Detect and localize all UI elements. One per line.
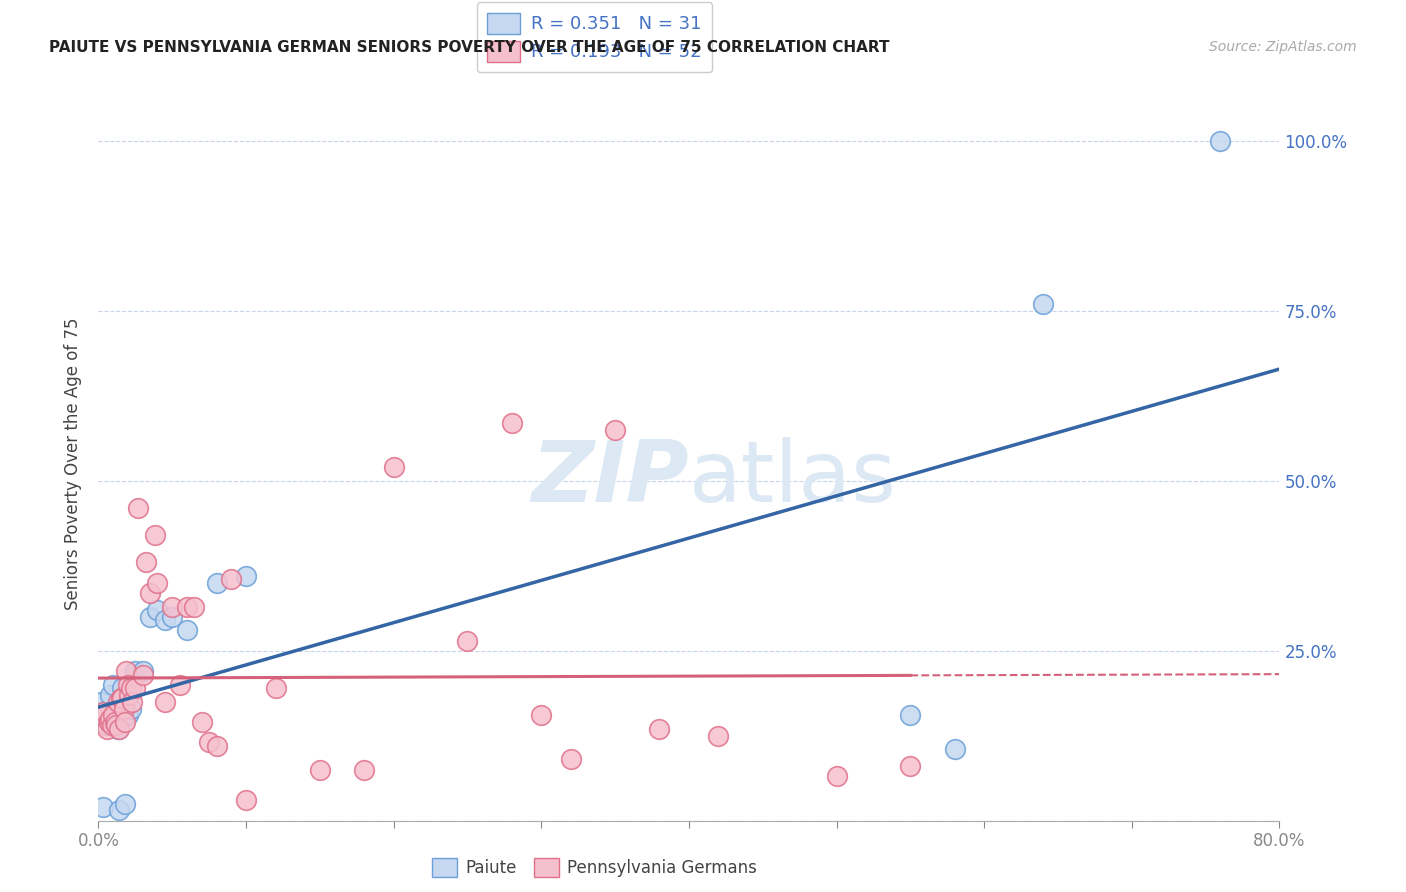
Point — [120, 701, 142, 715]
Point — [382, 460, 405, 475]
Point — [93, 705, 115, 719]
Point — [530, 708, 553, 723]
Point — [235, 569, 257, 583]
Point — [120, 681, 142, 695]
Point — [98, 688, 121, 702]
Point — [103, 678, 125, 692]
Point — [132, 664, 155, 678]
Point — [118, 688, 141, 702]
Point — [264, 681, 287, 695]
Point — [108, 804, 131, 818]
Point — [91, 705, 114, 719]
Point — [1032, 297, 1054, 311]
Point — [205, 575, 228, 590]
Point — [132, 667, 155, 681]
Point — [162, 609, 183, 624]
Text: Source: ZipAtlas.com: Source: ZipAtlas.com — [1209, 40, 1357, 54]
Point — [111, 681, 134, 695]
Point — [97, 718, 120, 732]
Point — [198, 735, 221, 749]
Point — [108, 722, 131, 736]
Point — [117, 708, 139, 723]
Point — [117, 678, 139, 692]
Point — [103, 708, 125, 723]
Point — [153, 613, 176, 627]
Point — [98, 712, 121, 726]
Point — [110, 691, 132, 706]
Point — [309, 763, 332, 777]
Point — [235, 793, 257, 807]
Point — [943, 742, 966, 756]
Point — [162, 599, 183, 614]
Point — [605, 423, 627, 437]
Point — [115, 664, 138, 678]
Point — [900, 759, 922, 773]
Text: atlas: atlas — [689, 436, 897, 520]
Text: ZIP: ZIP — [531, 436, 689, 520]
Point — [456, 633, 478, 648]
Point — [114, 797, 136, 811]
Point — [97, 715, 120, 730]
Text: PAIUTE VS PENNSYLVANIA GERMAN SENIORS POVERTY OVER THE AGE OF 75 CORRELATION CHA: PAIUTE VS PENNSYLVANIA GERMAN SENIORS PO… — [49, 40, 890, 55]
Point — [107, 722, 129, 736]
Point — [900, 708, 922, 723]
Point — [111, 691, 134, 706]
Point — [96, 722, 118, 736]
Point — [90, 708, 112, 723]
Point — [176, 624, 198, 638]
Point — [143, 528, 166, 542]
Point — [105, 718, 128, 732]
Point — [353, 763, 375, 777]
Point — [94, 708, 117, 723]
Y-axis label: Seniors Poverty Over the Age of 75: Seniors Poverty Over the Age of 75 — [65, 318, 83, 610]
Point — [169, 678, 191, 692]
Point — [139, 609, 162, 624]
Point — [90, 695, 112, 709]
Point — [100, 718, 122, 732]
Point — [94, 718, 117, 732]
Legend: Paiute, Pennsylvania Germans: Paiute, Pennsylvania Germans — [426, 851, 763, 884]
Point — [104, 715, 127, 730]
Point — [112, 701, 135, 715]
Point — [124, 681, 146, 695]
Point — [825, 769, 848, 783]
Point — [91, 800, 114, 814]
Point — [135, 555, 157, 569]
Point — [96, 715, 118, 730]
Point — [100, 708, 122, 723]
Point — [153, 695, 176, 709]
Point — [191, 715, 214, 730]
Point — [146, 603, 169, 617]
Point — [105, 708, 128, 723]
Point — [114, 715, 136, 730]
Point — [501, 416, 523, 430]
Point — [205, 739, 228, 753]
Point — [707, 729, 730, 743]
Point — [560, 752, 582, 766]
Point — [139, 586, 162, 600]
Point — [183, 599, 205, 614]
Point — [104, 701, 127, 715]
Point — [121, 695, 143, 709]
Point — [176, 599, 198, 614]
Point — [1209, 134, 1232, 148]
Point — [127, 501, 149, 516]
Point — [93, 708, 115, 723]
Point — [146, 575, 169, 590]
Point — [110, 705, 132, 719]
Point — [219, 573, 242, 587]
Point — [107, 695, 129, 709]
Point — [124, 664, 146, 678]
Point — [648, 722, 671, 736]
